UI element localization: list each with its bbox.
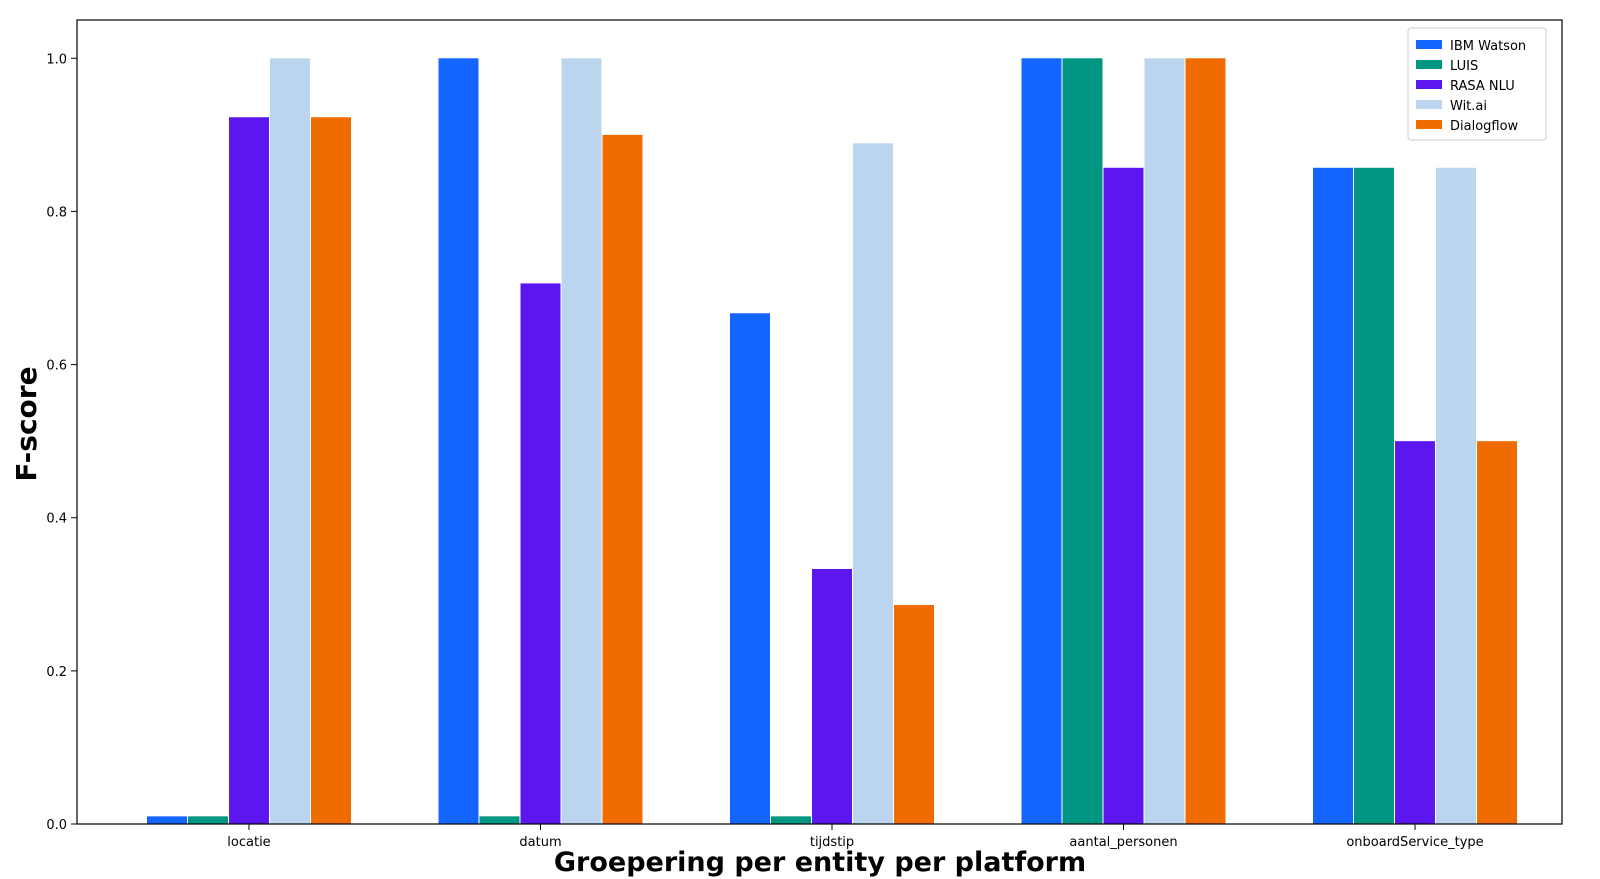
- y-tick-label: 0.2: [46, 665, 67, 680]
- bar-ibm-watson-datum: [438, 58, 479, 825]
- legend: IBM Watson LUIS RASA NLU Wit.ai Dialogflow: [1407, 27, 1547, 141]
- legend-label: Dialogflow: [1450, 119, 1519, 134]
- legend-box: [1407, 27, 1547, 141]
- bars-group: [147, 58, 1517, 825]
- x-tick-label: locatie: [227, 835, 270, 850]
- y-tick-label: 0.8: [46, 205, 67, 220]
- plot-frame: [76, 19, 1563, 825]
- bar-ibm-watson-tijdstip: [730, 313, 770, 824]
- bar-rasa-nlu-locatie: [229, 117, 269, 824]
- x-axis-title: Groepering per entity per platform: [554, 847, 1086, 878]
- bar-wit-ai-onboardservice-type: [1436, 167, 1476, 825]
- bar-wit-ai-aantal-personen: [1144, 58, 1185, 825]
- legend-label: RASA NLU: [1450, 79, 1515, 94]
- x-tick-label: aantal_personen: [1069, 835, 1177, 850]
- bar-luis-locatie: [188, 816, 228, 824]
- x-tick-label: tijdstip: [810, 835, 854, 850]
- legend-label: LUIS: [1450, 59, 1478, 74]
- bar-ibm-watson-locatie: [147, 816, 187, 824]
- bar-wit-ai-locatie: [270, 58, 310, 825]
- bar-dialogflow-locatie: [311, 117, 351, 824]
- bar-luis-tijdstip: [771, 816, 811, 824]
- legend-swatch: [1416, 60, 1442, 69]
- x-axis: locatie datum tijdstip aantal_personen onboa…: [227, 824, 1484, 850]
- bar-dialogflow-onboardservice-type: [1477, 441, 1517, 824]
- bar-rasa-nlu-aantal-personen: [1103, 167, 1144, 825]
- bar-dialogflow-aantal-personen: [1185, 58, 1226, 825]
- bar-wit-ai-tijdstip: [853, 143, 893, 824]
- bar-rasa-nlu-datum: [520, 283, 561, 824]
- bar-rasa-nlu-onboardservice-type: [1395, 441, 1435, 824]
- y-axis-title: F-score: [10, 366, 43, 481]
- y-tick-label: 0.6: [46, 359, 67, 374]
- legend-swatch: [1416, 80, 1442, 89]
- y-tick-label: 0.0: [46, 818, 67, 833]
- bar-luis-aantal-personen: [1062, 58, 1103, 825]
- legend-label: IBM Watson: [1450, 39, 1526, 54]
- bar-dialogflow-datum: [602, 134, 643, 824]
- y-tick-label: 0.4: [46, 512, 67, 527]
- legend-swatch: [1416, 100, 1442, 109]
- bar-wit-ai-datum: [561, 58, 602, 825]
- legend-swatch: [1416, 120, 1442, 129]
- bar-ibm-watson-aantal-personen: [1021, 58, 1062, 825]
- bar-dialogflow-tijdstip: [894, 605, 934, 824]
- bar-luis-datum: [479, 816, 520, 824]
- legend-label: Wit.ai: [1450, 99, 1487, 114]
- bar-rasa-nlu-tijdstip: [812, 569, 852, 824]
- x-tick-label: datum: [519, 835, 561, 850]
- bar-ibm-watson-onboardservice-type: [1313, 167, 1353, 825]
- legend-swatch: [1416, 40, 1442, 49]
- x-tick-label: onboardService_type: [1346, 835, 1483, 850]
- y-axis: 0.0 0.2 0.4 0.6 0.8 1.0: [46, 52, 77, 833]
- y-tick-label: 1.0: [46, 52, 67, 67]
- bar-luis-onboardservice-type: [1354, 167, 1394, 825]
